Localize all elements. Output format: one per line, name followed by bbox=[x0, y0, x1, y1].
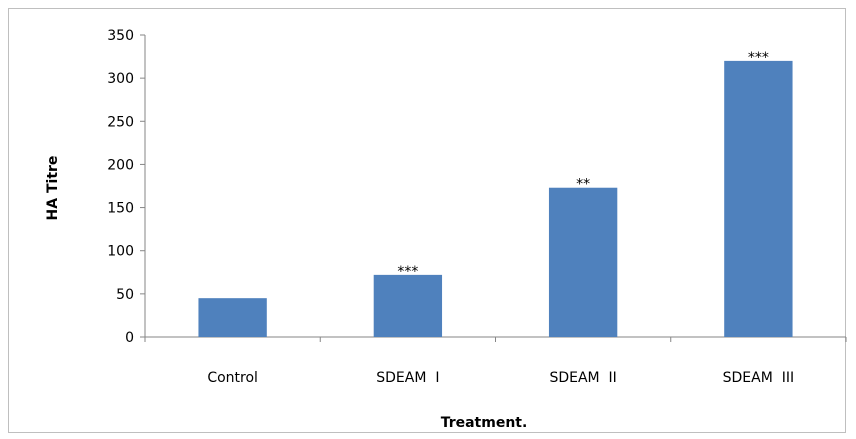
y-axis-title: HA Titre bbox=[45, 156, 61, 221]
y-tick-label: 300 bbox=[107, 71, 134, 87]
x-tick-label: Control bbox=[207, 370, 258, 386]
bar bbox=[198, 298, 267, 337]
data-label: ** bbox=[576, 177, 590, 193]
bar bbox=[724, 60, 793, 338]
chart-frame bbox=[8, 8, 846, 433]
bars bbox=[198, 60, 793, 338]
x-axis-title: Treatment. bbox=[441, 415, 528, 431]
data-label: *** bbox=[397, 264, 418, 280]
bar bbox=[373, 274, 443, 337]
x-tick-label: SDEAM II bbox=[549, 370, 616, 386]
x-tick-label: SDEAM I bbox=[376, 370, 439, 386]
bar bbox=[548, 187, 618, 337]
y-tick-label: 0 bbox=[125, 330, 134, 346]
data-label: *** bbox=[748, 50, 769, 66]
x-axis: Control SDEAM I SDEAM II SDEAM III bbox=[144, 336, 847, 386]
y-tick-label: 200 bbox=[107, 157, 134, 173]
y-tick-label: 100 bbox=[107, 244, 134, 260]
y-tick-label: 50 bbox=[116, 287, 134, 303]
x-tick-label: SDEAM III bbox=[723, 370, 794, 386]
y-tick-label: 150 bbox=[107, 201, 134, 217]
y-tick-label: 250 bbox=[107, 114, 134, 130]
y-tick-label: 350 bbox=[107, 28, 134, 44]
y-axis: 0 50 100 150 200 250 300 350 bbox=[107, 28, 146, 346]
data-labels: ******** bbox=[397, 50, 769, 280]
